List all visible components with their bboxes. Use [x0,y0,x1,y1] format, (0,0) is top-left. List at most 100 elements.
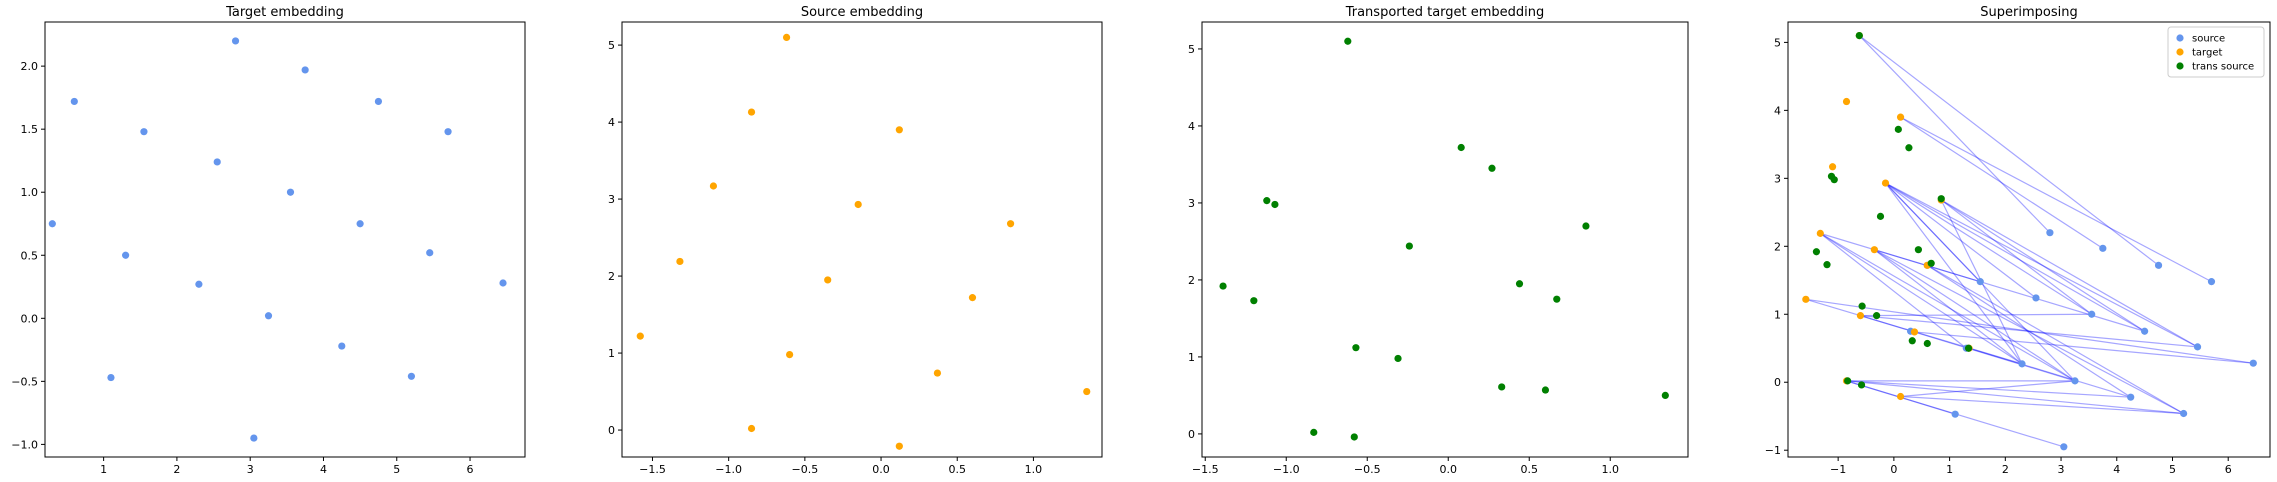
x-tick-label: 0.0 [872,463,890,476]
data-point [2060,443,2068,451]
legend-box [2167,26,2265,78]
data-point [231,37,240,45]
x-tick-label: 1 [100,463,107,476]
chart-panel-2: Source embedding −1.5 −1.0 −0.5 0.0 0.5 1.0 0 1 2… [608,5,1103,476]
data-point [1964,344,1973,352]
data-point [1812,248,1821,256]
data-point [1908,337,1916,345]
data-point [301,66,309,74]
transport-line [1819,232,2023,365]
chart-title: Target embedding [225,5,344,20]
series-1 [1219,37,1669,441]
x-tick-label: −1.0 [715,463,742,476]
transport-line [1874,249,2184,415]
data-point [1855,31,1863,40]
transport-line [1885,182,2023,365]
transport-lines [1805,35,2254,448]
data-point [1896,392,1905,401]
x-tick-label: −1.5 [639,463,666,476]
legend-marker [2176,62,2184,70]
transport-line [1820,232,1981,283]
data-point [1951,410,1959,418]
transport-line [1885,182,2037,299]
chart-panel-1: Target embedding 1 2 3 4 5 6 −1.0 −0.5 0.0 0.5 1.0 1… [11,5,526,476]
data-point [122,251,130,259]
y-tick-label: 0 [608,424,615,437]
y-tick-label: 5 [1188,43,1195,56]
y-tick-label: 2 [1774,240,1781,253]
y-tick-label: 0 [1774,376,1781,389]
legend: source target trans source [2167,26,2265,78]
data-point [2046,229,2054,237]
data-point [1394,354,1402,363]
data-point [195,280,203,288]
legend-label: source [2192,34,2225,45]
transport-line [1940,199,2145,332]
data-point [2207,278,2216,286]
transport-line [1885,182,2198,348]
data-point [107,373,115,382]
transport-line [1900,116,2104,249]
data-point [1910,328,1919,336]
data-point [895,442,903,450]
data-point [1263,197,1271,205]
data-point [286,188,295,196]
data-point [1927,259,1935,267]
data-point [1352,344,1360,352]
plot-frame [44,21,526,458]
plot-frame [1787,21,2271,458]
data-point [1310,428,1318,436]
y-tick-label: 4 [1188,120,1195,133]
data-point [968,294,977,302]
x-tick-label: −0.5 [1354,463,1381,476]
data-point [2180,409,2188,418]
y-tick-label: 3 [1188,197,1195,210]
data-point [1856,312,1865,320]
legend-label: trans source [2192,62,2254,73]
data-point [374,97,383,106]
chart-title: Source embedding [801,5,923,20]
data-point [1271,200,1279,209]
data-point [1823,261,1831,269]
transport-line [1874,249,2023,365]
x-tick-label: 4 [2113,463,2120,476]
x-tick-label: 2 [173,463,180,476]
transport-line [1860,315,2198,348]
x-tick-label: −0.5 [791,463,818,476]
transport-line [1860,313,2092,317]
data-point [1344,37,1352,45]
x-tick-label: 5 [393,463,400,476]
data-point [2018,360,2026,368]
y-tick-label: −1 [1765,444,1781,457]
data-point [1881,179,1890,187]
transport-line [1820,232,2076,382]
data-point [1828,163,1837,171]
transport-line [1805,298,2254,364]
data-point [1894,125,1902,133]
x-tick-label: −1.5 [1192,463,1219,476]
data-point [786,351,794,359]
data-point [2154,261,2163,269]
data-point [1488,164,1496,172]
transport-line [1819,232,1967,349]
series-1 [636,33,1091,450]
data-point [1498,383,1506,391]
data-point [747,424,756,433]
x-tick-label: 3 [2058,463,2065,476]
chart-title: Transported target embedding [1345,5,1545,20]
y-tick-label: 5 [608,39,615,52]
data-point [782,33,791,41]
transport-line [1940,199,2198,348]
data-point [264,312,273,320]
data-point [1541,386,1550,394]
x-tick-label: 6 [2225,463,2232,476]
x-tick-label: 3 [247,463,254,476]
data-point [1870,246,1878,254]
y-tick-label: 1.0 [21,186,39,199]
data-point [1830,176,1838,184]
data-point [1250,297,1258,305]
data-point [2088,310,2096,318]
transport-line [1885,182,2145,332]
data-point [250,434,258,442]
